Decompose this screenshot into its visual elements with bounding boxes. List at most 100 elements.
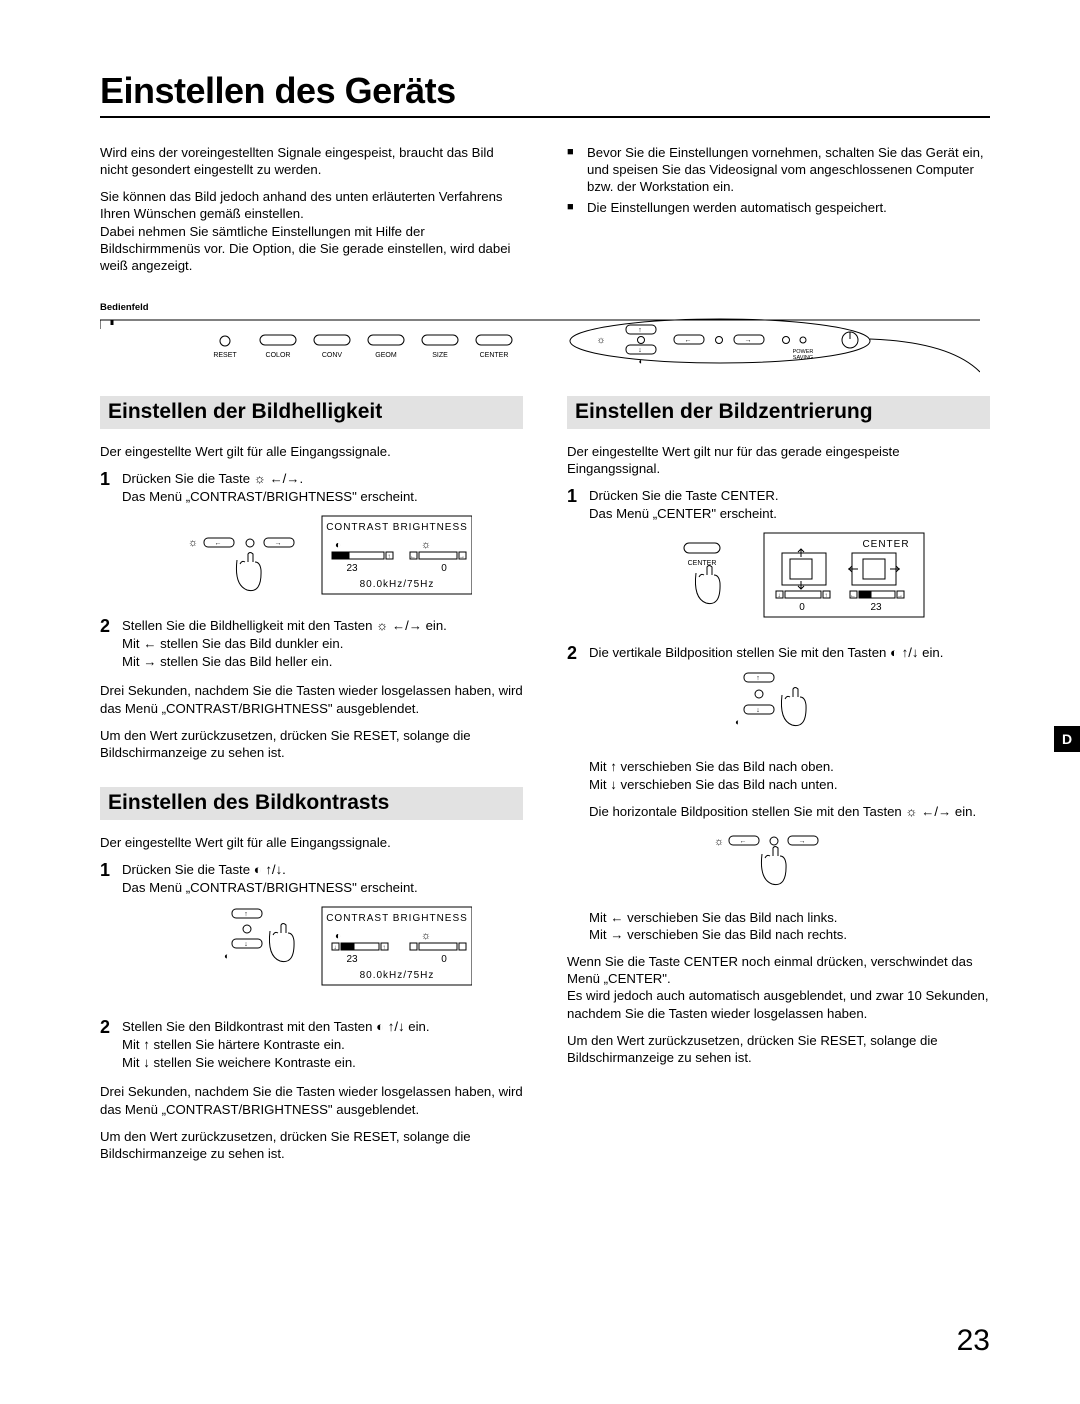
- svg-text:☼: ☼: [421, 539, 431, 551]
- bullet-mark: ■: [567, 144, 587, 195]
- brightness-p1: Der eingestellte Wert gilt für alle Eing…: [100, 443, 523, 460]
- contrast-step2b: Mit ↑ stellen Sie härtere Kontraste ein.: [122, 1037, 345, 1052]
- svg-text:80.0kHz/75Hz: 80.0kHz/75Hz: [359, 579, 434, 590]
- svg-text:0: 0: [799, 602, 805, 613]
- svg-text:↑: ↑: [382, 945, 385, 951]
- panel-label: Bedienfeld: [100, 302, 990, 313]
- svg-text:CONTRAST BRIGHTNESS: CONTRAST BRIGHTNESS: [326, 913, 468, 924]
- page-title: Einstellen des Geräts: [100, 70, 990, 112]
- center-step2b: Mit ↑ verschieben Sie das Bild nach oben…: [589, 758, 990, 775]
- svg-text:→: →: [897, 593, 903, 599]
- center-p1: Der eingestellte Wert gilt nur für das g…: [567, 443, 990, 477]
- svg-text:→: →: [798, 838, 805, 845]
- contrast-step2a: Stellen Sie den Bildkontrast mit den Tas…: [122, 1019, 430, 1034]
- svg-text:23: 23: [346, 954, 358, 965]
- svg-text:↓: ↓: [638, 347, 642, 354]
- contrast-step1a: Drücken Sie die Taste ◐ ↑/↓.: [122, 862, 286, 877]
- svg-text:◐: ◐: [335, 540, 341, 551]
- svg-text:◐: ◐: [735, 717, 740, 727]
- step-num: 1: [567, 487, 589, 523]
- svg-text:↑: ↑: [244, 911, 248, 918]
- center-step2e: Mit ← verschieben Sie das Bild nach link…: [589, 909, 990, 926]
- svg-text:◐: ◐: [224, 951, 229, 961]
- svg-text:0: 0: [441, 954, 447, 965]
- contrast-tail1: Drei Sekunden, nachdem Sie die Tasten wi…: [100, 1083, 523, 1117]
- brightness-step1b: Das Menü „CONTRAST/BRIGHTNESS" erscheint…: [122, 489, 418, 504]
- brightness-step2c: Mit → stellen Sie das Bild heller ein.: [122, 654, 332, 669]
- brightness-tail1: Drei Sekunden, nachdem Sie die Tasten wi…: [100, 682, 523, 716]
- brightness-tail2: Um den Wert zurückzusetzen, drücken Sie …: [100, 727, 523, 761]
- svg-text:→: →: [459, 554, 465, 560]
- center-vert-figure: ◐ ↑ ↓: [567, 669, 990, 742]
- brightness-step1a: Drücken Sie die Taste ☼ ←/→.: [122, 471, 303, 486]
- center-step1a: Drücken Sie die Taste CENTER.: [589, 488, 779, 503]
- contrast-step2c: Mit ↓ stellen Sie weichere Kontraste ein…: [122, 1055, 356, 1070]
- intro-1: Wird eins der voreingestellten Signale e…: [100, 144, 523, 178]
- intro-columns: Wird eins der voreingestellten Signale e…: [100, 144, 990, 284]
- contrast-step1b: Das Menü „CONTRAST/BRIGHTNESS" erscheint…: [122, 880, 418, 895]
- svg-text:CENTER: CENTER: [862, 539, 909, 550]
- contrast-p1: Der eingestellte Wert gilt für alle Eing…: [100, 834, 523, 851]
- svg-text:↑: ↑: [824, 593, 827, 599]
- svg-text:☼: ☼: [714, 836, 724, 848]
- svg-text:☼: ☼: [421, 930, 431, 942]
- center-horiz-figure: ☼ ← →: [567, 830, 990, 893]
- svg-text:↑: ↑: [387, 554, 390, 560]
- side-tab: D: [1054, 726, 1080, 752]
- brightness-osd-figure: ☼ ← → CONTRAST BRIGHTNESS ◐ ☼ ↑ 23: [100, 512, 523, 601]
- svg-text:↓: ↓: [777, 593, 780, 599]
- brightness-heading: Einstellen der Bildhelligkeit: [100, 396, 523, 429]
- center-tail2: Es wird jedoch auch automatisch ausgeble…: [567, 987, 990, 1021]
- step-num: 2: [100, 617, 122, 670]
- step-num: 1: [100, 861, 122, 897]
- bullet-mark: ■: [567, 199, 587, 216]
- bullet-1: Bevor Sie die Einstellungen vornehmen, s…: [587, 144, 990, 195]
- page-number: 23: [957, 1324, 990, 1358]
- svg-text:COLOR: COLOR: [266, 352, 291, 359]
- svg-text:23: 23: [870, 602, 882, 613]
- center-step2d: Die horizontale Bildposition stellen Sie…: [589, 803, 990, 820]
- svg-text:←: ←: [739, 838, 746, 845]
- svg-text:↓: ↓: [756, 707, 760, 714]
- svg-text:SAVING: SAVING: [793, 355, 813, 361]
- svg-text:→: →: [745, 337, 752, 344]
- svg-text:CONTRAST BRIGHTNESS: CONTRAST BRIGHTNESS: [326, 522, 468, 533]
- svg-text:SIZE: SIZE: [432, 352, 448, 359]
- center-tail1: Wenn Sie die Taste CENTER noch einmal dr…: [567, 953, 990, 987]
- svg-text:RESET: RESET: [213, 352, 237, 359]
- svg-text:☼: ☼: [596, 335, 605, 346]
- brightness-step2a: Stellen Sie die Bildhelligkeit mit den T…: [122, 618, 447, 633]
- svg-text:GEOM: GEOM: [375, 352, 397, 359]
- brightness-step2b: Mit ← stellen Sie das Bild dunkler ein.: [122, 636, 343, 651]
- center-step2c: Mit ↓ verschieben Sie das Bild nach unte…: [589, 776, 990, 793]
- svg-text:80.0kHz/75Hz: 80.0kHz/75Hz: [359, 970, 434, 981]
- svg-text:0: 0: [441, 563, 447, 574]
- center-step2a: Die vertikale Bildposition stellen Sie m…: [589, 645, 943, 660]
- center-step2f: Mit → verschieben Sie das Bild nach rech…: [589, 926, 990, 943]
- svg-text:←: ←: [850, 593, 856, 599]
- center-osd-figure: CENTER CENTER: [567, 529, 990, 628]
- svg-text:→: →: [274, 540, 281, 547]
- step-num: 1: [100, 470, 122, 506]
- center-tail3: Um den Wert zurückzusetzen, drücken Sie …: [567, 1032, 990, 1066]
- intro-3: Dabei nehmen Sie sämtliche Einstellungen…: [100, 223, 523, 274]
- center-heading: Einstellen der Bildzentrierung: [567, 396, 990, 429]
- svg-text:CENTER: CENTER: [687, 560, 716, 567]
- center-step1b: Das Menü „CENTER" erscheint.: [589, 506, 777, 521]
- svg-text:↑: ↑: [756, 675, 760, 682]
- contrast-heading: Einstellen des Bildkontrasts: [100, 787, 523, 820]
- title-rule: [100, 116, 990, 118]
- step-num: 2: [100, 1018, 122, 1071]
- svg-text:←: ←: [685, 337, 692, 344]
- contrast-osd-figure: ◐ ↑ ↓ CONTRAST BRIGHTNESS ◐ ☼ ↓ ↑ 23: [100, 903, 523, 1002]
- svg-text:CENTER: CENTER: [480, 352, 509, 359]
- control-panel: ↑ ↓ ← → ☼ ◐ RESET COLOR CONV GEOM SIZE C…: [100, 317, 990, 380]
- step-num: 2: [567, 644, 589, 664]
- svg-text:↓: ↓: [333, 945, 336, 951]
- svg-text:23: 23: [346, 563, 358, 574]
- bullet-2: Die Einstellungen werden automatisch ges…: [587, 199, 990, 216]
- svg-text:◐: ◐: [335, 931, 341, 942]
- svg-text:←: ←: [214, 540, 221, 547]
- svg-text:CONV: CONV: [322, 352, 343, 359]
- svg-text:☼: ☼: [188, 537, 198, 549]
